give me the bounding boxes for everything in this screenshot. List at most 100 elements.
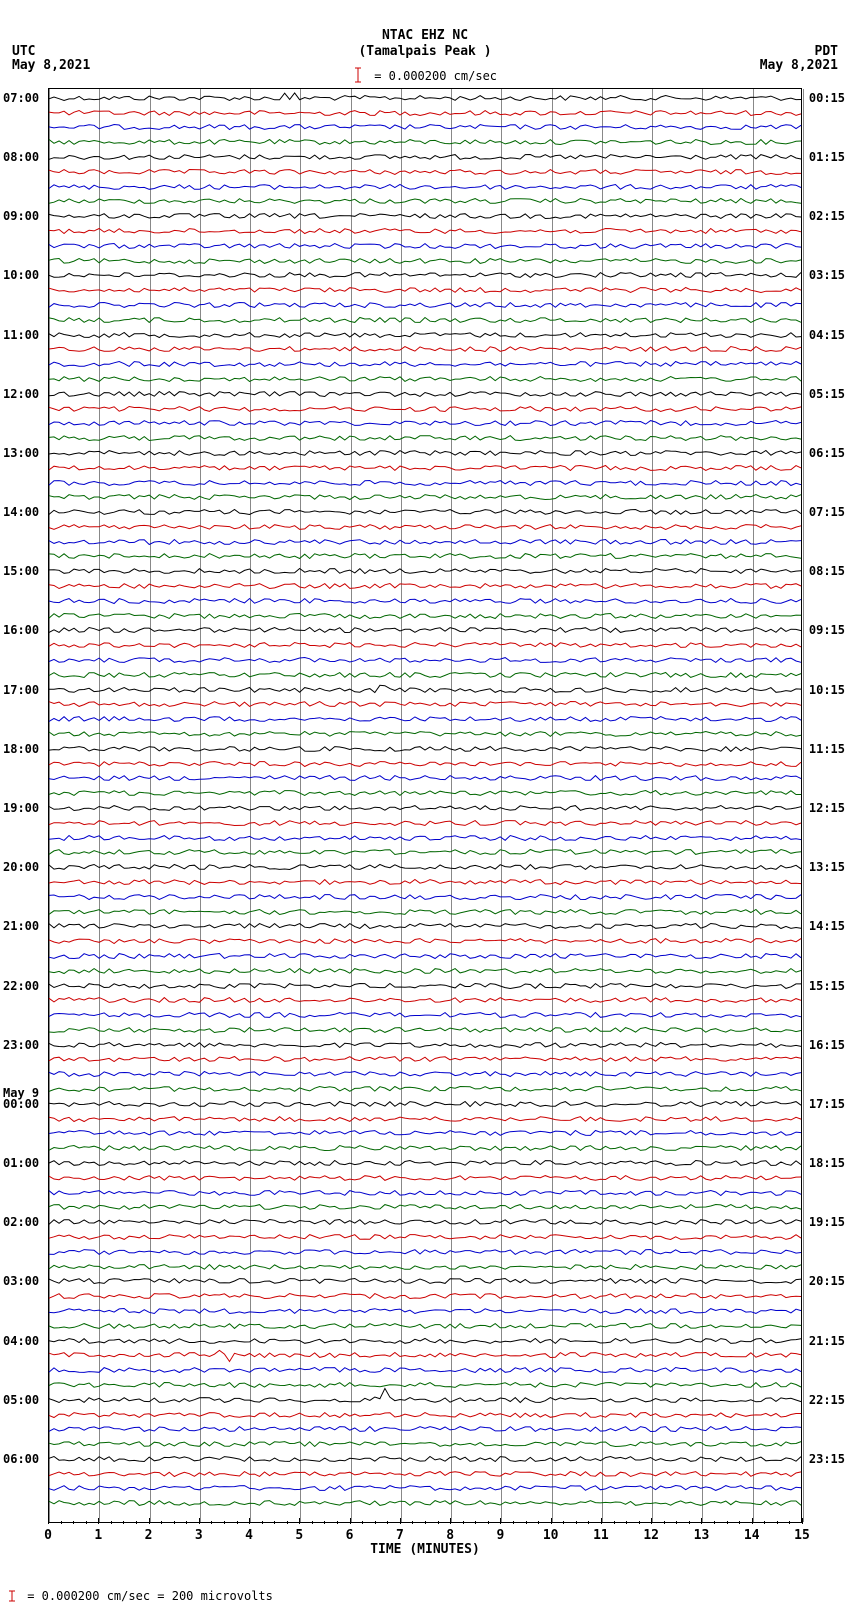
xtick-minor [211, 1521, 212, 1524]
xtick-minor [563, 1521, 564, 1524]
xtick-minor [614, 1521, 615, 1524]
date-left-label: May 8,2021 [12, 58, 90, 73]
xtick-label: 13 [694, 1528, 710, 1543]
pdt-time-label: 09:15 [809, 623, 845, 637]
utc-time-label: 02:00 [3, 1215, 39, 1229]
xtick-minor [488, 1521, 489, 1524]
xtick-minor [588, 1521, 589, 1524]
xtick-minor [362, 1521, 363, 1524]
xtick-label: 2 [145, 1528, 153, 1543]
pdt-time-label: 06:15 [809, 446, 845, 460]
xtick [450, 1518, 451, 1524]
pdt-time-label: 22:15 [809, 1393, 845, 1407]
utc-time-label: 23:00 [3, 1038, 39, 1052]
utc-time-label: 04:00 [3, 1334, 39, 1348]
xtick-label: 12 [643, 1528, 659, 1543]
utc-time-label: 15:00 [3, 564, 39, 578]
pdt-time-label: 10:15 [809, 683, 845, 697]
xtick [601, 1518, 602, 1524]
xtick-minor [538, 1521, 539, 1524]
utc-time-label: 20:00 [3, 860, 39, 874]
xtick-minor [463, 1521, 464, 1524]
xtick-minor [425, 1521, 426, 1524]
date-right-label: May 8,2021 [760, 58, 838, 73]
xtick-minor [312, 1521, 313, 1524]
xtick-minor [789, 1521, 790, 1524]
xtick-minor [475, 1521, 476, 1524]
xtick-label: 8 [446, 1528, 454, 1543]
xtick-label: 4 [245, 1528, 253, 1543]
xtick-minor [676, 1521, 677, 1524]
pdt-time-label: 18:15 [809, 1156, 845, 1170]
pdt-time-label: 16:15 [809, 1038, 845, 1052]
station-title: NTAC EHZ NC [0, 28, 850, 43]
utc-time-label: 06:00 [3, 1452, 39, 1466]
utc-time-label: 11:00 [3, 328, 39, 342]
xtick-minor [61, 1521, 62, 1524]
xtick-minor [224, 1521, 225, 1524]
xtick-minor [727, 1521, 728, 1524]
utc-time-label: 09:00 [3, 209, 39, 223]
seismic-trace [49, 1483, 801, 1523]
xtick-label: 14 [744, 1528, 760, 1543]
footer-scale: = 0.000200 cm/sec = 200 microvolts [6, 1589, 273, 1604]
xtick-minor [186, 1521, 187, 1524]
pdt-time-label: 00:15 [809, 91, 845, 105]
xtick-minor [287, 1521, 288, 1524]
xtick-label: 9 [496, 1528, 504, 1543]
xtick-minor [274, 1521, 275, 1524]
pdt-time-label: 11:15 [809, 742, 845, 756]
pdt-time-label: 05:15 [809, 387, 845, 401]
xtick-label: 3 [195, 1528, 203, 1543]
xtick-minor [764, 1521, 765, 1524]
utc-time-label: 13:00 [3, 446, 39, 460]
xtick [98, 1518, 99, 1524]
xtick-minor [123, 1521, 124, 1524]
pdt-time-label: 03:15 [809, 268, 845, 282]
xtick-minor [412, 1521, 413, 1524]
utc-time-label: 16:00 [3, 623, 39, 637]
xtick [651, 1518, 652, 1524]
xtick-label: 0 [44, 1528, 52, 1543]
xtick-minor [714, 1521, 715, 1524]
xtick-label: 1 [94, 1528, 102, 1543]
pdt-time-label: 13:15 [809, 860, 845, 874]
xtick-minor [526, 1521, 527, 1524]
xtick-minor [513, 1521, 514, 1524]
xtick-minor [576, 1521, 577, 1524]
xtick [752, 1518, 753, 1524]
station-location: (Tamalpais Peak ) [0, 44, 850, 59]
xtick-minor [262, 1521, 263, 1524]
xtick-minor [174, 1521, 175, 1524]
xtick-minor [161, 1521, 162, 1524]
xtick [199, 1518, 200, 1524]
xtick-label: 10 [543, 1528, 559, 1543]
pdt-time-label: 01:15 [809, 150, 845, 164]
pdt-time-label: 14:15 [809, 919, 845, 933]
xtick [149, 1518, 150, 1524]
pdt-time-label: 07:15 [809, 505, 845, 519]
utc-time-label: 03:00 [3, 1274, 39, 1288]
xtick-minor [438, 1521, 439, 1524]
pdt-time-label: 21:15 [809, 1334, 845, 1348]
xtick [551, 1518, 552, 1524]
xtick-minor [324, 1521, 325, 1524]
tz-right-label: PDT [815, 44, 838, 59]
pdt-time-label: 04:15 [809, 328, 845, 342]
xtick-minor [237, 1521, 238, 1524]
xtick [701, 1518, 702, 1524]
pdt-time-label: 15:15 [809, 979, 845, 993]
xtick [802, 1518, 803, 1524]
utc-time-label: 17:00 [3, 683, 39, 697]
xtick [350, 1518, 351, 1524]
xtick [400, 1518, 401, 1524]
utc-time-label: 19:00 [3, 801, 39, 815]
grid-vertical [803, 89, 804, 1522]
xtick [299, 1518, 300, 1524]
xtick-minor [111, 1521, 112, 1524]
xtick [249, 1518, 250, 1524]
xtick-minor [73, 1521, 74, 1524]
tz-left-label: UTC [12, 44, 35, 59]
date-change-label: May 9 [3, 1086, 39, 1100]
xtick-minor [777, 1521, 778, 1524]
